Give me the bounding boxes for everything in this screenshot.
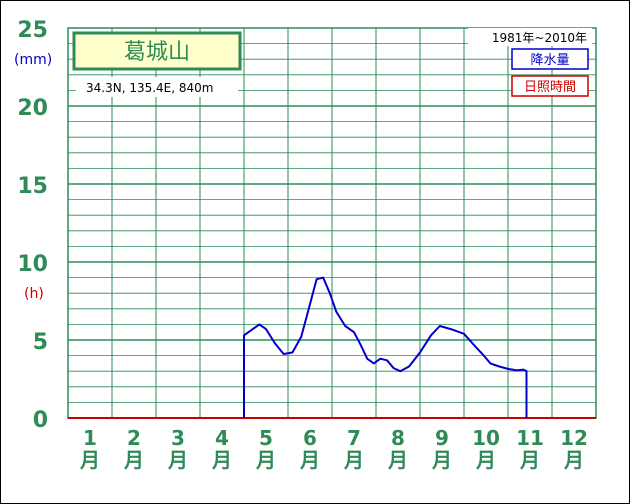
legend-precip-label: 降水量 [530,53,569,68]
legend-precip-box [511,48,589,70]
location-bg [76,77,238,97]
y-axis-ticks: 0 5 10 15 20 25 [17,18,48,433]
x-tick-month-number: 8 [391,426,405,450]
chart-title: 葛城山 [124,40,190,65]
title-box [72,31,242,71]
x-tick-month-suffix: 月 [123,448,144,472]
x-tick-month-suffix: 月 [431,448,452,472]
x-tick-month-suffix: 月 [475,448,496,472]
x-tick-month-suffix: 月 [299,448,320,472]
period-label: 1981年~2010年 [492,31,587,45]
x-tick-month-number: 5 [259,426,273,450]
x-tick-month-suffix: 月 [519,448,540,472]
x-tick-month-suffix: 月 [343,448,364,472]
x-tick-month-number: 11 [516,426,544,450]
x-tick-month-number: 6 [303,426,317,450]
x-tick-month-suffix: 月 [255,448,276,472]
y-tick-label: 20 [17,96,48,121]
station-location: 34.3N, 135.4E, 840m [86,81,213,95]
x-tick-month-suffix: 月 [563,448,584,472]
x-tick-month-number: 4 [215,426,229,450]
period-bg [468,28,592,46]
y-unit-mm: (mm) [14,52,52,68]
x-tick-month-number: 1 [83,426,97,450]
legend-sunshine-label: 日照時間 [524,80,576,95]
x-tick-month-suffix: 月 [387,448,408,472]
y-tick-label: 25 [17,18,48,43]
x-tick-month-number: 2 [127,426,141,450]
x-tick-month-number: 9 [435,426,449,450]
y-unit-h: (h) [24,286,44,302]
series-layer [243,276,528,418]
y-tick-label: 5 [33,330,48,355]
x-tick-month-suffix: 月 [211,448,232,472]
x-tick-month-number: 7 [347,426,361,450]
legend-sunshine-box [511,75,589,97]
series-line-precipitation [243,276,528,418]
x-tick-month-suffix: 月 [167,448,188,472]
x-tick-month-number: 3 [171,426,185,450]
x-tick-month-number: 12 [560,426,588,450]
x-tick-month-number: 10 [472,426,500,450]
y-tick-label: 10 [17,252,48,277]
chart-grid [67,27,597,419]
y-tick-label: 15 [17,174,48,199]
y-tick-label: 0 [33,408,48,433]
x-tick-month-suffix: 月 [79,448,100,472]
